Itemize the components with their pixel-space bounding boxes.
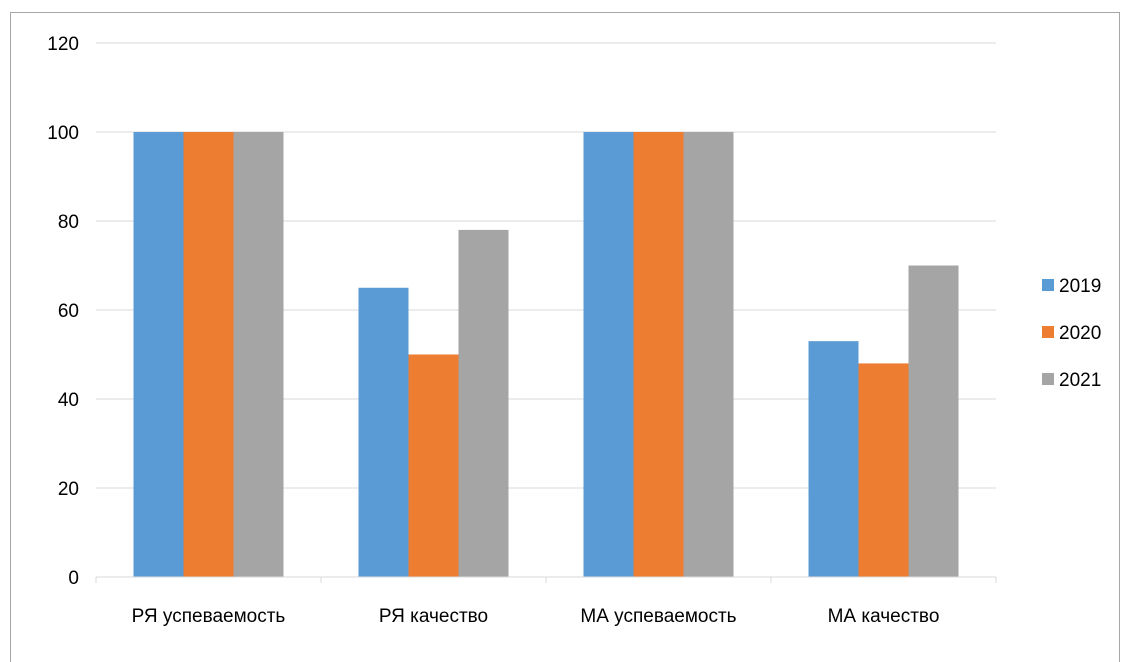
legend-swatch-2020 [1042,326,1054,338]
x-axis [96,577,996,583]
y-tick-label: 100 [47,123,79,144]
legend-label: 2019 [1059,276,1101,297]
legend-label: 2020 [1059,323,1101,344]
bar-2020-1 [184,132,234,577]
x-axis-category-labels: РЯ успеваемость РЯ качество МА успеваемост… [132,606,940,627]
y-tick-label: 80 [58,212,79,233]
y-tick-label: 40 [58,390,79,411]
bar-2020-2 [409,355,459,578]
bar-2019-4 [809,341,859,577]
y-tick-label: 0 [68,568,79,589]
bar-2019-3 [584,132,634,577]
legend-label: 2021 [1059,370,1101,391]
legend-swatch-2021 [1042,373,1054,385]
legend: 2019 2020 2021 [1042,276,1101,391]
bars [134,132,959,577]
x-category-label: РЯ качество [379,606,488,627]
x-category-label: РЯ успеваемость [132,606,286,627]
bar-2021-3 [684,132,734,577]
y-tick-label: 120 [47,34,79,55]
bar-2021-2 [459,230,509,577]
y-tick-label: 20 [58,479,79,500]
bar-2020-3 [634,132,684,577]
x-category-label: МА качество [828,606,940,627]
bar-2021-1 [234,132,284,577]
y-tick-label: 60 [58,301,79,322]
y-axis-tick-labels: 0 20 40 60 80 100 120 [47,34,79,589]
bar-2019-2 [359,288,409,577]
bar-2019-1 [134,132,184,577]
bar-2021-4 [909,266,959,578]
legend-swatch-2019 [1042,279,1054,291]
x-category-label: МА успеваемость [580,606,736,627]
bar-2020-4 [859,363,909,577]
